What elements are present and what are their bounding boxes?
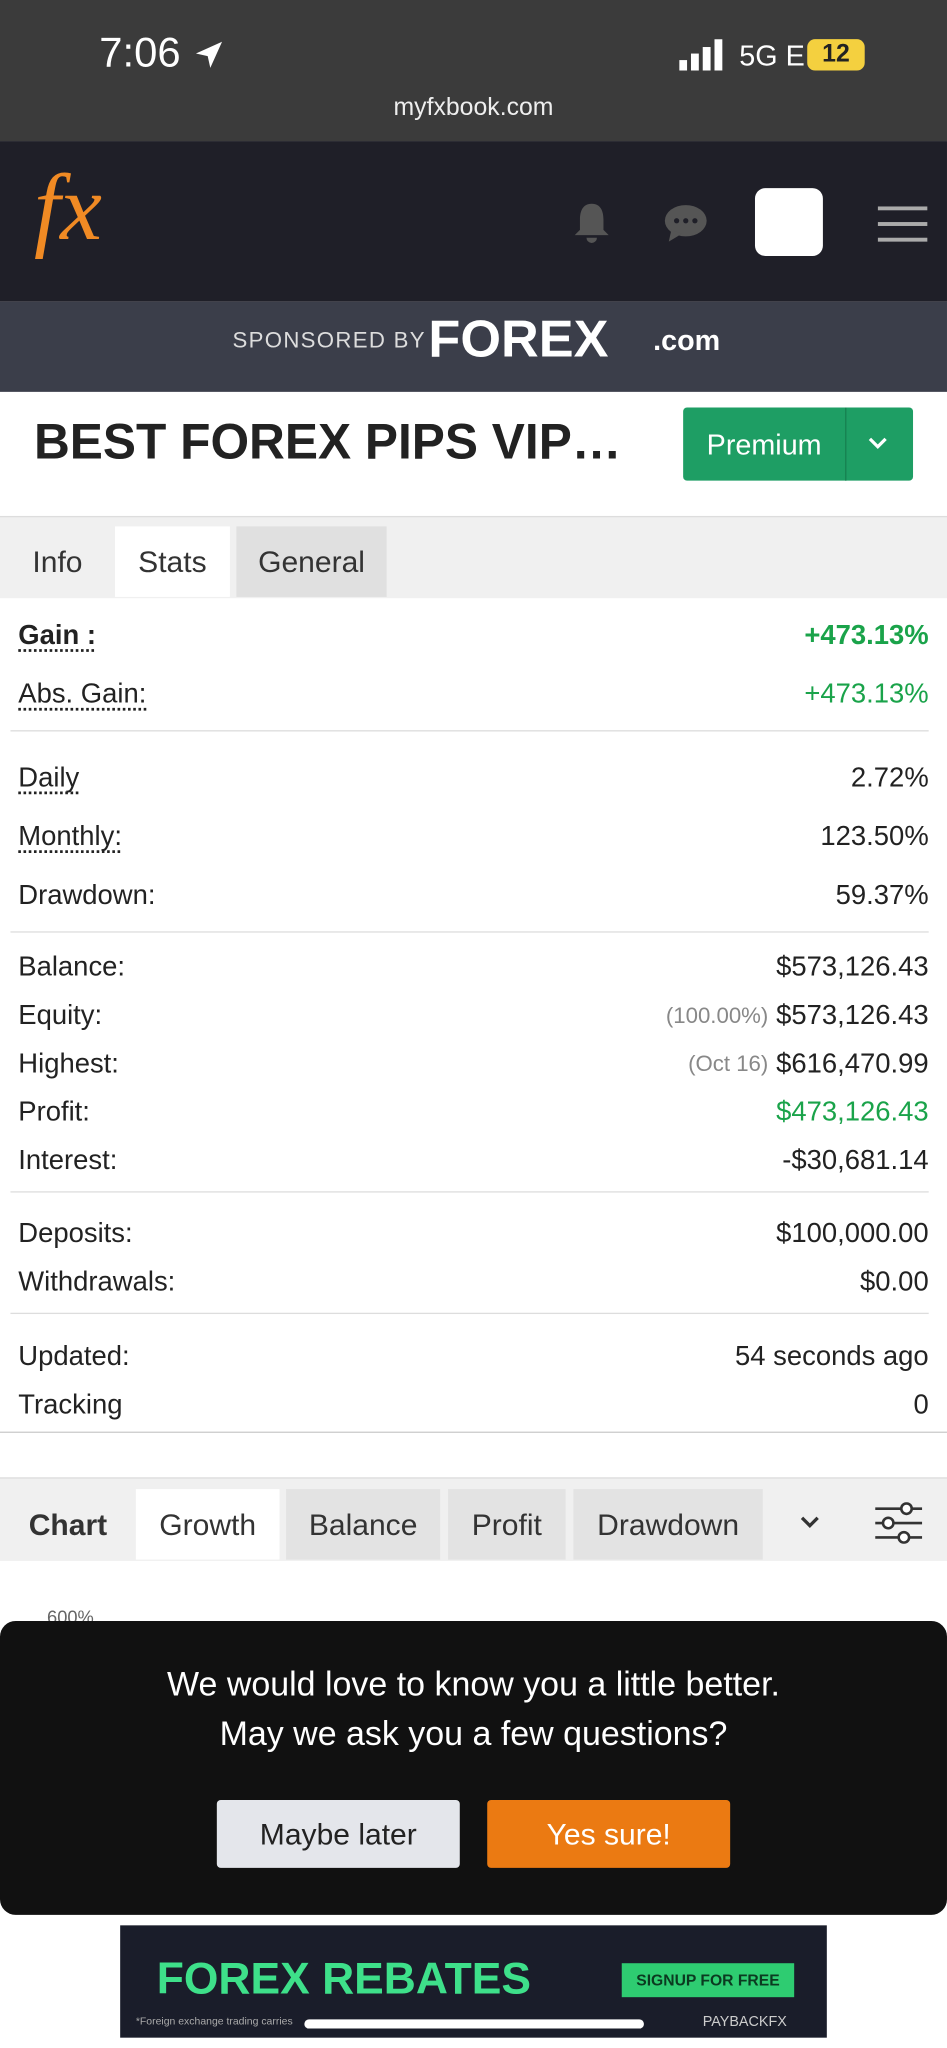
avatar[interactable] [754,188,823,257]
ad-brand: PAYBACKFX [702,2014,787,2030]
stat-label: Profit: [18,1096,90,1127]
stat-row: Withdrawals: $0.00 [18,1258,928,1306]
popup-text: May we ask you a few questions? [219,1713,728,1753]
stat-value: $473,126.43 [776,1096,929,1127]
stat-value: $573,126.43 [776,951,929,982]
stat-label: Interest: [18,1144,118,1175]
stat-row: Tracking 0 [18,1381,928,1429]
status-bar [0,0,947,142]
stat-label[interactable]: Gain : [18,619,97,650]
stat-value: 2.72% [850,762,929,793]
stat-row: Interest: -$30,681.14 [18,1136,928,1184]
stat-value: $573,126.43 [776,999,929,1030]
stat-value: +473.13% [804,678,929,709]
stat-row: Updated: 54 seconds ago [18,1332,928,1380]
settings-icon[interactable] [875,1502,923,1544]
ad-title: FOREX REBATES [156,1954,531,2004]
sponsor-label: SPONSORED BY [232,327,426,353]
tab[interactable]: Stats [114,526,230,597]
chart-tab[interactable]: Balance [286,1489,441,1560]
separator [10,1312,929,1315]
divider [845,407,847,481]
stat-label: Tracking [18,1389,123,1420]
survey-popup [0,1620,947,1915]
stat-note: (100.00%) [665,1002,769,1028]
stat-label: Drawdown: [18,879,156,910]
stat-row: Abs. Gain: +473.13% [18,665,928,724]
sponsor-brand[interactable]: FOREX [428,310,609,369]
stat-row: Daily 2.72% [18,748,928,807]
stat-value: 123.50% [820,820,929,851]
time: 7:06 [99,28,181,76]
stat-label[interactable]: Daily [18,762,80,793]
logo[interactable]: fx [33,155,102,260]
popup-text: We would love to know you a little bette… [167,1664,780,1704]
network: 5G E [739,39,805,72]
stat-row: Deposits: $100,000.00 [18,1210,928,1258]
stat-value: 0 [913,1389,929,1420]
stat-row: Monthly: 123.50% [18,807,928,866]
stat-row: Gain : +473.13% [18,606,928,665]
separator [10,730,929,732]
stat-value: -$30,681.14 [782,1144,929,1175]
ad-cta[interactable]: SIGNUP FOR FREE [621,1963,795,1998]
home-indicator [304,2019,644,2029]
stat-value: 54 seconds ago [735,1340,929,1371]
stat-label: Deposits: [18,1218,133,1249]
stat-label: Withdrawals: [18,1266,176,1297]
battery: 12 [807,39,865,71]
menu-icon[interactable] [877,206,928,243]
tab[interactable]: General [236,526,387,597]
stat-label: Updated: [18,1340,130,1371]
stat-note: (Oct 16) [688,1050,769,1076]
stat-value: 59.37% [835,879,929,910]
decline-button[interactable]: Maybe later [216,1799,460,1868]
stat-row: Equity: (100.00%) $573,126.43 [18,991,928,1039]
stat-label: Highest: [18,1048,119,1079]
ad-disclaimer: *Foreign exchange trading carries [135,2015,293,2028]
tab[interactable]: Info [32,544,83,578]
stat-row: Drawdown: 59.37% [18,866,928,925]
stat-row: Balance: $573,126.43 [18,943,928,991]
accept-button[interactable]: Yes sure! [487,1799,731,1868]
stat-label[interactable]: Abs. Gain: [18,678,147,709]
chart-tab: Chart [28,1506,108,1541]
url: myfxbook.com [393,94,554,122]
stat-label: Equity: [18,999,103,1030]
sponsor-suffix: .com [653,323,721,357]
chart-tab[interactable]: Drawdown [573,1489,763,1560]
separator [10,1191,929,1193]
page-title: BEST FOREX PIPS VIP… [33,415,622,471]
stat-value: $100,000.00 [776,1218,929,1249]
premium-label: Premium [706,428,822,462]
stat-label: Balance: [18,951,126,982]
location-icon [195,41,223,68]
separator [10,931,929,933]
stat-value: +473.13% [804,619,929,650]
chart-dropdown[interactable] [799,1515,820,1531]
stat-label[interactable]: Monthly: [18,820,122,851]
chat-icon[interactable] [664,204,708,243]
chart-tab[interactable]: Growth [135,1489,280,1560]
stat-row: Profit: $473,126.43 [18,1088,928,1136]
stat-value: $0.00 [860,1266,929,1297]
bell-icon[interactable] [572,201,611,243]
stat-value: $616,470.99 [776,1048,929,1079]
separator [0,1431,947,1433]
stat-row: Highest: (Oct 16) $616,470.99 [18,1040,928,1088]
sponsor-bar [0,301,947,392]
chart-tab[interactable]: Profit [448,1489,566,1560]
chevron [868,437,887,450]
signal-icon [679,39,723,71]
